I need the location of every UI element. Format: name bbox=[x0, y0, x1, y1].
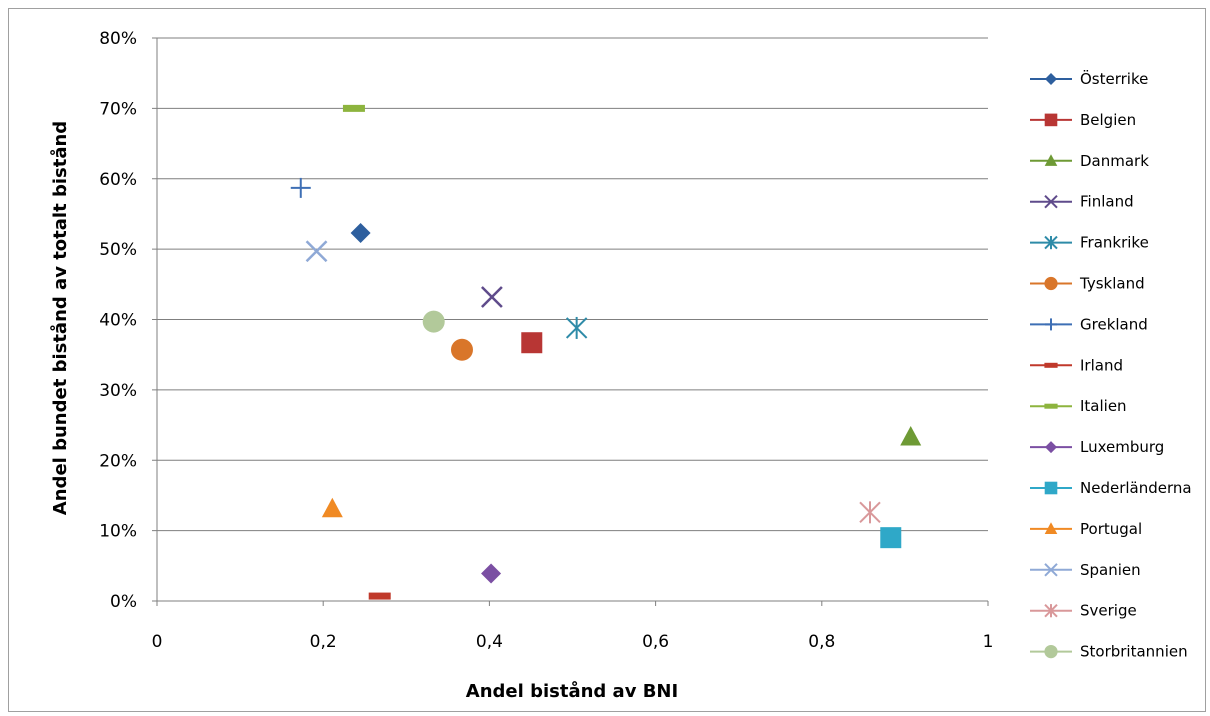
legend-label: Tyskland bbox=[1079, 275, 1145, 293]
point-spanien bbox=[305, 240, 328, 263]
legend-marker bbox=[1045, 318, 1057, 331]
legend-item: Portugal bbox=[1030, 520, 1142, 538]
legend-item: Grekland bbox=[1030, 315, 1148, 333]
legend-marker bbox=[1045, 441, 1057, 454]
point-sverige bbox=[859, 501, 881, 524]
legend-item: Italien bbox=[1030, 397, 1127, 415]
legend-item: Storbritannien bbox=[1030, 643, 1188, 661]
legend-item: Nederländerna bbox=[1030, 479, 1192, 497]
legend-item: Irland bbox=[1030, 356, 1123, 374]
point-danmark bbox=[900, 426, 922, 446]
legend-label: Nederländerna bbox=[1080, 479, 1192, 497]
y-tick-labels: 0% 10% 20% 30% 40% 50% 60% 70% 80% bbox=[99, 29, 137, 612]
x-tick-label: 0,2 bbox=[310, 632, 337, 652]
legend: Österrike Belgien Danmark Finland Frankrike T… bbox=[1030, 69, 1192, 661]
point-portugal bbox=[321, 497, 343, 518]
x-tick-label: 0,8 bbox=[808, 632, 835, 652]
point-storbritannien bbox=[422, 310, 445, 333]
x-tick-label: 0,6 bbox=[642, 632, 669, 652]
legend-label: Finland bbox=[1080, 193, 1134, 211]
y-tick-label: 50% bbox=[99, 240, 137, 260]
legend-item: Frankrike bbox=[1030, 234, 1149, 252]
legend-label: Danmark bbox=[1080, 152, 1149, 170]
point-tyskland bbox=[450, 338, 473, 361]
legend-label: Spanien bbox=[1080, 561, 1141, 579]
legend-marker bbox=[1044, 154, 1058, 166]
legend-label: Portugal bbox=[1080, 520, 1142, 538]
legend-label: Storbritannien bbox=[1080, 643, 1188, 661]
legend-label: Österrike bbox=[1080, 69, 1148, 88]
y-tick-label: 10% bbox=[99, 522, 137, 542]
legend-marker bbox=[1044, 481, 1058, 495]
point-irland bbox=[368, 592, 391, 600]
point-finland bbox=[481, 286, 503, 308]
y-tick-label: 80% bbox=[99, 29, 137, 49]
legend-item: Tyskland bbox=[1030, 275, 1145, 293]
legend-item: Finland bbox=[1030, 193, 1134, 211]
x-tick-label: 1 bbox=[983, 632, 994, 652]
legend-item: Danmark bbox=[1030, 152, 1149, 170]
legend-item: Spanien bbox=[1030, 561, 1141, 579]
legend-marker bbox=[1044, 603, 1058, 618]
point-frankrike bbox=[565, 316, 588, 339]
legend-item: Österrike bbox=[1030, 69, 1148, 88]
legend-label: Irland bbox=[1080, 356, 1123, 374]
legend-item: Sverige bbox=[1030, 602, 1137, 620]
legend-item: Luxemburg bbox=[1030, 438, 1164, 456]
point-österrike bbox=[350, 222, 371, 243]
data-points bbox=[290, 104, 922, 600]
legend-marker bbox=[1044, 563, 1058, 577]
point-italien bbox=[342, 104, 365, 112]
legend-marker bbox=[1044, 645, 1058, 659]
x-tick-label: 0,4 bbox=[476, 632, 503, 652]
point-luxemburg bbox=[481, 563, 502, 584]
legend-marker bbox=[1044, 235, 1058, 250]
legend-marker bbox=[1044, 522, 1058, 534]
y-axis-title: Andel bundet bistånd av totalt bistånd bbox=[49, 121, 71, 515]
legend-label: Sverige bbox=[1080, 602, 1137, 620]
y-tick-label: 0% bbox=[110, 592, 137, 612]
y-tick-label: 60% bbox=[99, 170, 137, 190]
point-nederländerna bbox=[880, 527, 902, 549]
y-tick-label: 70% bbox=[99, 99, 137, 119]
legend-label: Frankrike bbox=[1080, 234, 1149, 252]
legend-item: Belgien bbox=[1030, 111, 1136, 129]
legend-marker bbox=[1045, 73, 1057, 85]
legend-label: Italien bbox=[1080, 397, 1127, 415]
x-axis-title: Andel bistånd av BNI bbox=[466, 680, 678, 702]
legend-label: Grekland bbox=[1080, 315, 1148, 333]
legend-label: Belgien bbox=[1080, 111, 1136, 129]
legend-marker bbox=[1044, 403, 1058, 409]
point-grekland bbox=[290, 177, 311, 198]
x-tick-labels: 0 0,2 0,4 0,6 0,8 1 bbox=[152, 632, 994, 652]
y-tick-label: 20% bbox=[99, 451, 137, 471]
legend-marker bbox=[1044, 362, 1058, 368]
x-tick-label: 0 bbox=[152, 632, 163, 652]
legend-label: Luxemburg bbox=[1080, 438, 1164, 456]
y-tick-label: 30% bbox=[99, 381, 137, 401]
legend-marker bbox=[1044, 194, 1058, 209]
point-belgien bbox=[521, 332, 543, 354]
chart-frame bbox=[8, 8, 1206, 712]
legend-marker bbox=[1044, 113, 1058, 127]
grid-lines bbox=[152, 37, 989, 606]
y-tick-label: 40% bbox=[99, 311, 137, 331]
legend-marker bbox=[1044, 276, 1058, 291]
